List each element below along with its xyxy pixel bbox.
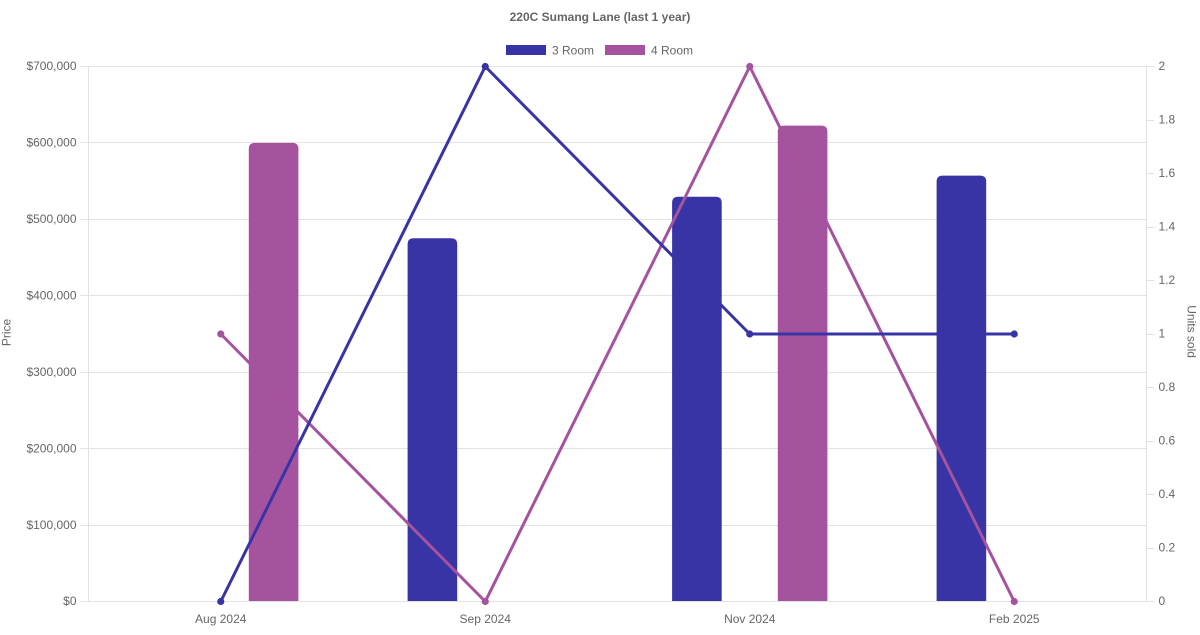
svg-text:$500,000: $500,000 [26,212,76,226]
svg-text:$600,000: $600,000 [26,136,76,150]
svg-text:3 Room: 3 Room [552,44,594,58]
svg-text:Aug 2024: Aug 2024 [195,612,247,626]
svg-text:1.2: 1.2 [1159,273,1176,287]
svg-text:Units sold: Units sold [1185,305,1199,358]
svg-text:$300,000: $300,000 [26,365,76,379]
svg-text:0: 0 [1159,594,1166,608]
svg-text:Sep 2024: Sep 2024 [460,612,512,626]
svg-text:4 Room: 4 Room [651,44,693,58]
svg-text:$100,000: $100,000 [26,518,76,532]
svg-text:0.4: 0.4 [1159,487,1176,501]
svg-text:0.6: 0.6 [1159,434,1176,448]
svg-text:1: 1 [1159,327,1166,341]
svg-text:$200,000: $200,000 [26,441,76,455]
svg-text:1.8: 1.8 [1159,113,1176,127]
svg-text:$700,000: $700,000 [26,59,76,73]
svg-text:0.2: 0.2 [1159,541,1176,555]
svg-text:0.8: 0.8 [1159,380,1176,394]
svg-text:1.4: 1.4 [1159,220,1176,234]
svg-text:$0: $0 [63,594,77,608]
svg-text:2: 2 [1159,59,1166,73]
svg-text:220C Sumang Lane (last 1 year): 220C Sumang Lane (last 1 year) [510,10,691,24]
svg-text:1.6: 1.6 [1159,166,1176,180]
svg-text:Price: Price [0,319,14,347]
svg-text:Feb 2025: Feb 2025 [989,612,1040,626]
svg-text:Nov 2024: Nov 2024 [724,612,776,626]
svg-text:$400,000: $400,000 [26,289,76,303]
